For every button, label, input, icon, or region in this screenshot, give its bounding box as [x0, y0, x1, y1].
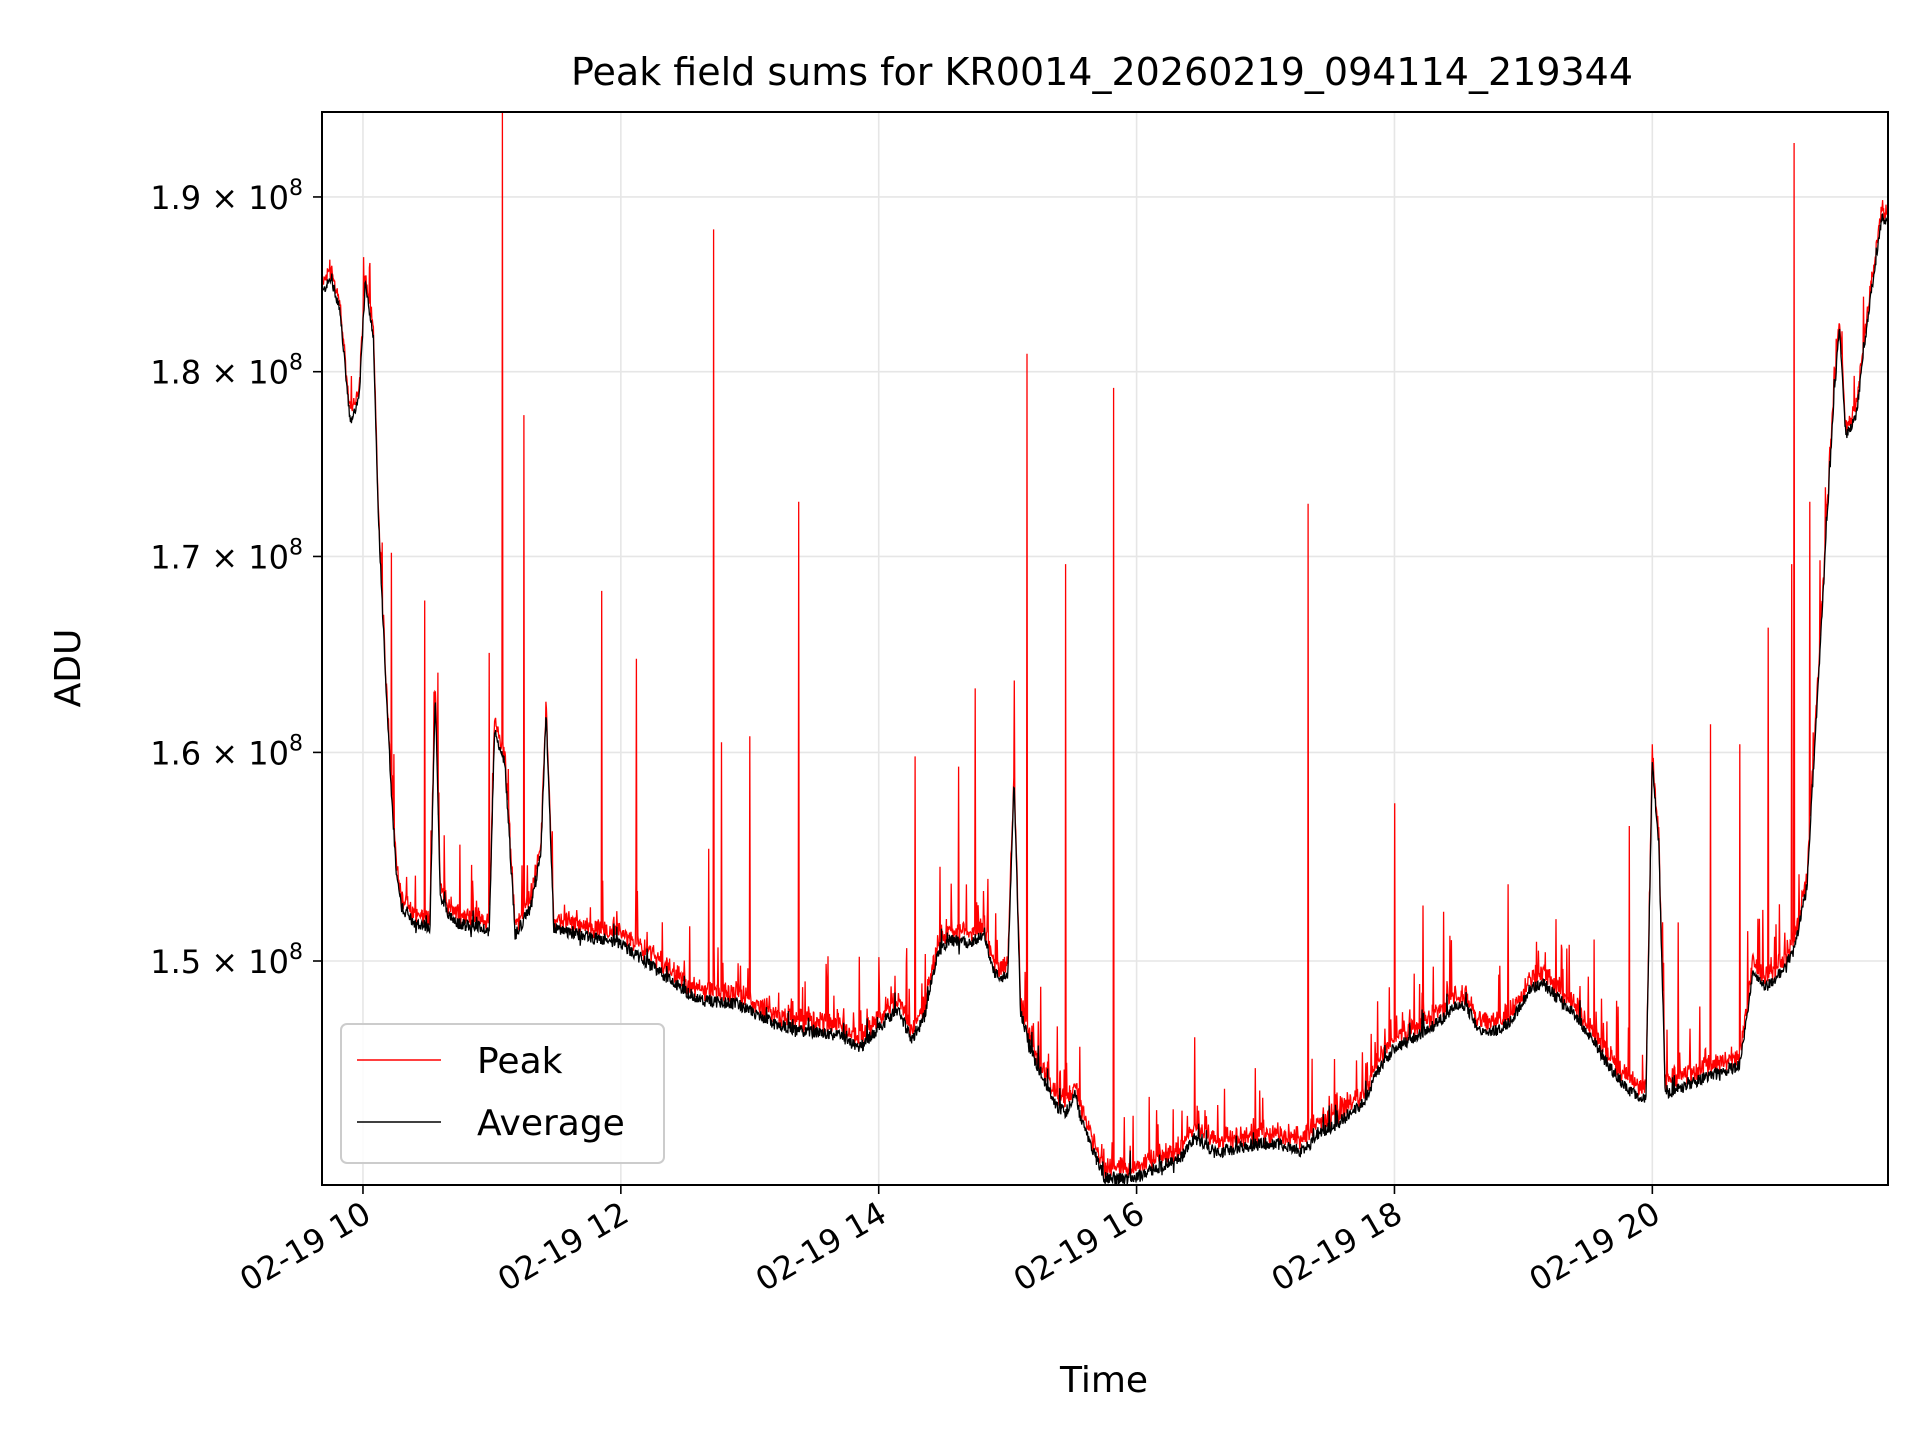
- legend-average-label: Average: [477, 1103, 625, 1144]
- grid: [323, 113, 1887, 1184]
- y-tick-label: 1.6 × 108: [150, 731, 303, 772]
- chart-title: Peak field sums for KR0014_20260219_0941…: [571, 50, 1633, 94]
- y-tick-label: 1.8 × 108: [150, 351, 303, 392]
- y-axis-label: ADU: [48, 629, 89, 708]
- x-tick-label: 02-19 16: [1007, 1194, 1151, 1299]
- plot-frame: [321, 111, 1889, 1186]
- x-tick-label: 02-19 10: [233, 1194, 377, 1299]
- y-axis: 1.5 × 108 1.6 × 108 1.7 × 108 1.8 × 108 1.9 …: [150, 176, 323, 981]
- legend-peak-label: Peak: [477, 1041, 563, 1082]
- y-tick-label: 1.9 × 108: [150, 176, 303, 217]
- average-series-line: [323, 213, 1887, 1184]
- x-tick-label: 02-19 18: [1265, 1194, 1409, 1299]
- x-axis: 02-19 10 02-19 12 02-19 14 02-19 16 02-19 18…: [233, 1184, 1666, 1299]
- legend-box: [340, 1023, 665, 1164]
- y-tick-label: 1.7 × 108: [150, 535, 303, 576]
- x-tick-label: 02-19 20: [1523, 1194, 1667, 1299]
- x-axis-label: Time: [1059, 1360, 1148, 1401]
- x-tick-label: 02-19 14: [749, 1194, 893, 1299]
- y-tick-label: 1.5 × 108: [150, 940, 303, 981]
- x-tick-label: 02-19 12: [491, 1194, 635, 1299]
- legend: Peak Average: [340, 1023, 665, 1164]
